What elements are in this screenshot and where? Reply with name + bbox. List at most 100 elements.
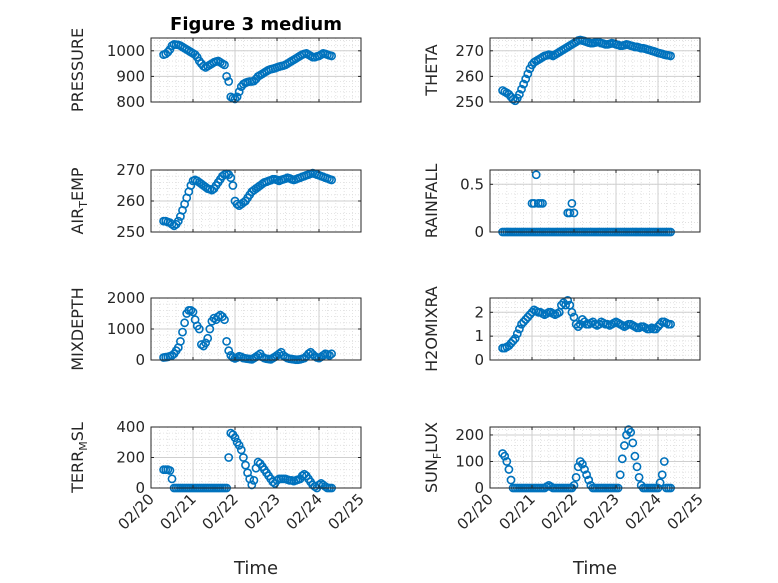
data-point [196,340,206,349]
data-point [515,324,524,334]
data-point [188,307,198,317]
y-axis-label: THETA [422,44,441,96]
data-point [230,433,240,443]
data-point [634,472,644,482]
y-tick-label: 200 [116,449,145,467]
data-point [630,451,640,461]
y-tick-label: 270 [116,161,145,179]
data-point [178,327,187,337]
series-pressure [159,40,336,104]
data-point [628,438,638,448]
data-point [512,329,522,339]
data-point [247,480,257,490]
y-axis-label: SUNFLUX [422,422,444,493]
data-point [327,51,336,61]
y-tick-label: 260 [455,67,484,85]
data-point [632,462,642,472]
data-point [578,459,587,469]
y-axis-label: AIRTEMP [68,167,90,234]
figure-title: Figure 3 medium [170,14,342,35]
data-point [557,300,566,310]
data-point [504,465,514,474]
y-tick-label: 0 [474,351,484,369]
data-point [327,349,336,359]
y-tick-label: 800 [116,93,145,111]
data-point [659,457,669,466]
x-tick-label: 02/21 [496,490,539,533]
data-point [194,324,204,334]
axes-box [489,37,701,103]
data-point [563,295,573,305]
data-point [500,451,510,461]
x-axis-label: Time [233,558,278,579]
series-h2omixra [498,295,675,353]
data-point [565,208,575,218]
data-point [249,475,259,485]
data-point [617,454,627,464]
x-tick-label: 02/21 [157,490,200,533]
data-point [222,336,231,346]
x-tick-label: 02/22 [538,490,581,533]
y-tick-label: 900 [116,67,145,85]
data-point [167,474,177,484]
data-point [186,305,196,315]
data-point [517,84,526,94]
subplot-pressure: 800 900 1000 PRESSURE [68,28,362,112]
subplot-air-temp: 250 260 270 AIRTEMP [68,161,362,241]
axes-background [490,427,700,488]
subplot-theta: 250 260 270 THETA [422,35,701,111]
subplot-mixdepth: 0 1000 2000 MIXDEPTH [68,287,362,371]
x-tick-label: 02/25 [664,490,707,533]
data-point [234,440,244,450]
y-tick-label: 0 [474,479,484,497]
data-point [508,336,518,346]
data-point [521,74,531,84]
data-point [510,334,520,343]
data-point [502,457,512,466]
data-point [655,478,665,488]
data-point [584,475,594,485]
y-axis-label: MIXDEPTH [68,287,87,370]
data-point [222,72,231,81]
x-tick-label: 02/25 [325,490,368,533]
y-tick-label: 100 [455,452,484,470]
x-axis-label: Time [572,558,617,579]
y-tick-label: 200 [455,426,484,444]
data-point [571,472,581,482]
data-point [228,181,238,190]
axes-box [489,297,701,361]
series-air-temp [159,168,336,231]
data-point [594,319,604,329]
data-point [201,338,210,348]
data-point [666,51,675,61]
x-tick-label: 02/24 [622,490,665,533]
y-tick-label: 0.5 [460,175,484,193]
data-point [529,198,539,208]
data-point [226,173,236,183]
data-point [626,427,636,437]
subplot-terr-msl: 020040002/2002/2102/2202/2302/2402/25Tim… [68,418,368,579]
data-point [175,336,185,346]
data-point [205,324,215,334]
y-axis-label: H2OMIXRA [422,286,441,372]
data-point [203,333,213,343]
data-point [573,322,583,332]
data-point [224,346,234,356]
data-point [567,198,577,208]
data-point [515,89,524,99]
data-point [531,170,541,180]
axes-background [490,170,700,232]
x-tick-label: 02/23 [580,490,623,533]
subplot-rainfall: 0 0.5 RAINFALL [422,164,701,241]
data-point [224,77,234,86]
data-point [220,315,229,325]
data-point [232,92,242,102]
data-point [527,307,537,317]
data-point [567,307,577,317]
data-point [538,198,547,208]
axes-box [489,426,701,489]
y-tick-label: 2000 [107,289,145,307]
data-point [180,318,189,328]
data-point [173,216,183,226]
